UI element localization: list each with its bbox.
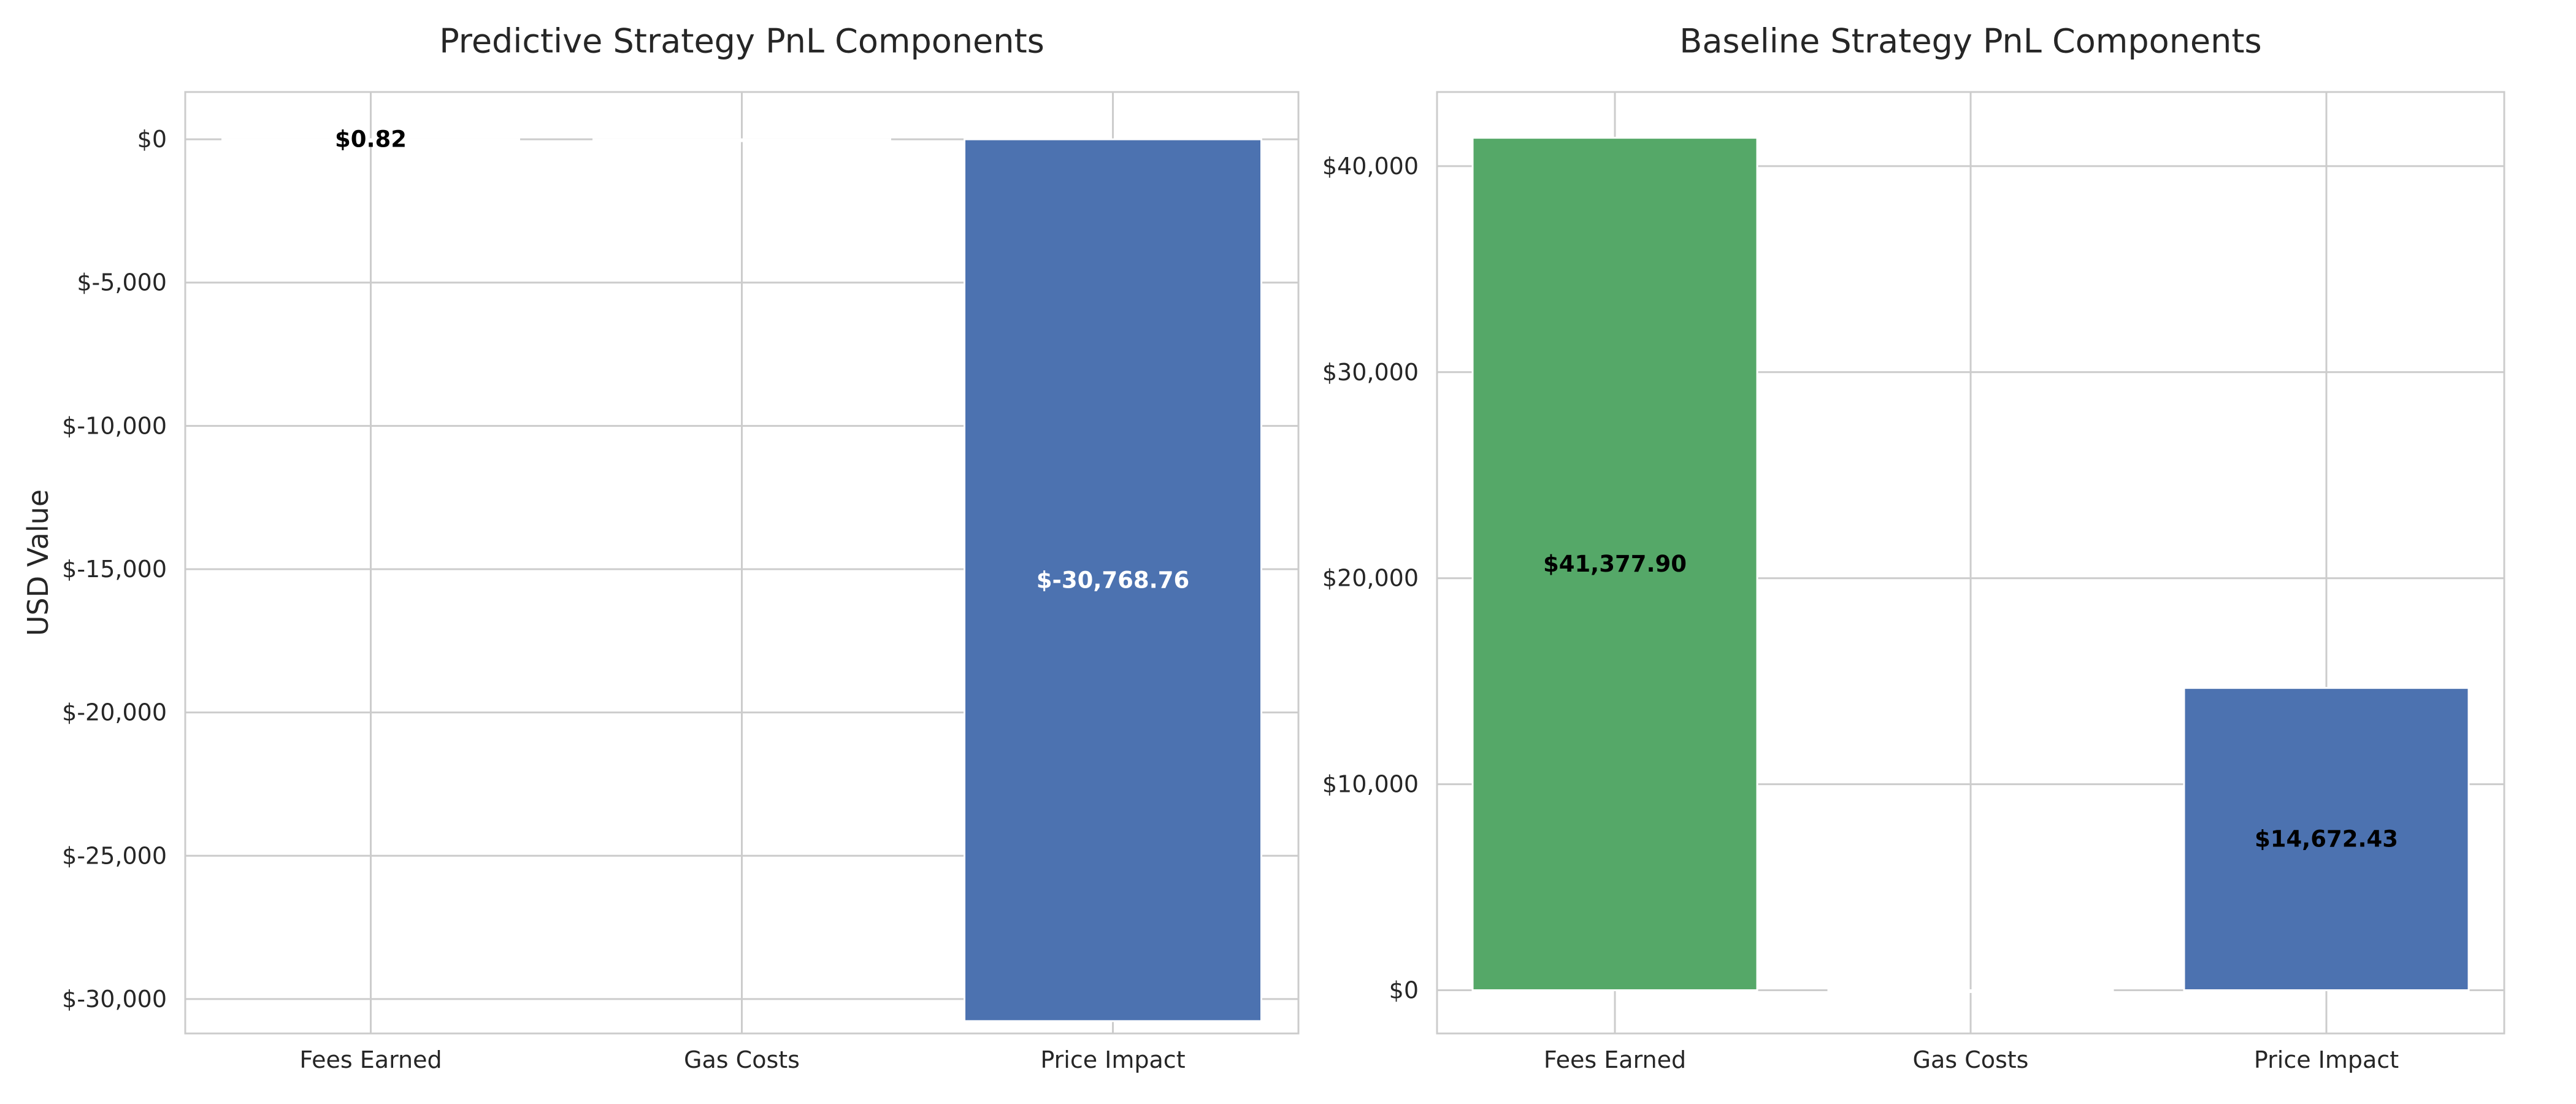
x-tick-label-price-impact: Price Impact [1040,1046,1185,1073]
y-tick-label: $-25,000 [62,842,167,869]
data-label-fees-earned: $0.82 [335,126,407,153]
data-labels: $0.82 $-30,768.76 [335,126,1189,594]
x-tick-label-price-impact: Price Impact [2254,1046,2399,1073]
x-tick-label-fees-earned: Fees Earned [299,1046,442,1073]
bars [221,138,1262,1022]
y-tick-label: $-20,000 [62,699,167,726]
predictive-strategy-chart: $0.82 $-30,768.76 $0 $-5,000 $-10,000 $-15,0… [21,22,1300,1073]
y-tick-label: $-10,000 [62,412,167,439]
bar-gas-costs [1827,989,2114,993]
y-tick-label: $20,000 [1322,565,1419,592]
bar-price-impact [964,138,1262,1022]
x-tick-label-gas-costs: Gas Costs [1913,1046,2029,1073]
x-tick-label-gas-costs: Gas Costs [684,1046,800,1073]
y-tick-label: $0 [1389,976,1419,1003]
x-tick-label-fees-earned: Fees Earned [1544,1046,1686,1073]
bar-fees-earned [1471,137,1758,991]
data-label-price-impact: $14,672.43 [2255,826,2398,853]
bars [1471,137,2470,993]
data-label-price-impact: $-30,768.76 [1037,567,1189,593]
y-tick-label: $40,000 [1322,153,1419,180]
bar-price-impact [2183,687,2470,991]
baseline-strategy-chart: $41,377.90 $14,672.43 $0 $10,000 $20,000 $30… [1322,22,2505,1073]
y-tick-label: $10,000 [1322,771,1419,798]
y-tick-label: $-5,000 [77,269,167,296]
y-tick-label: $-30,000 [62,986,167,1013]
data-label-fees-earned: $41,377.90 [1543,551,1687,577]
x-tick-labels: Fees Earned Gas Costs Price Impact [1544,1046,2399,1073]
y-tick-labels: $0 $-5,000 $-10,000 $-15,000 $-20,000 $-25,00… [62,126,167,1013]
chart-title: Baseline Strategy PnL Components [1679,22,2261,61]
y-tick-label: $0 [137,126,167,153]
y-tick-labels: $0 $10,000 $20,000 $30,000 $40,000 [1322,153,1419,1004]
chart-title: Predictive Strategy PnL Components [439,22,1045,61]
x-tick-labels: Fees Earned Gas Costs Price Impact [299,1046,1185,1073]
data-labels: $41,377.90 $14,672.43 [1543,551,2398,852]
bar-gas-costs [592,138,891,142]
y-tick-label: $30,000 [1322,359,1419,386]
bar-fees-earned [221,138,520,142]
y-tick-label: $-15,000 [62,556,167,583]
y-axis-label: USD Value [21,489,55,636]
